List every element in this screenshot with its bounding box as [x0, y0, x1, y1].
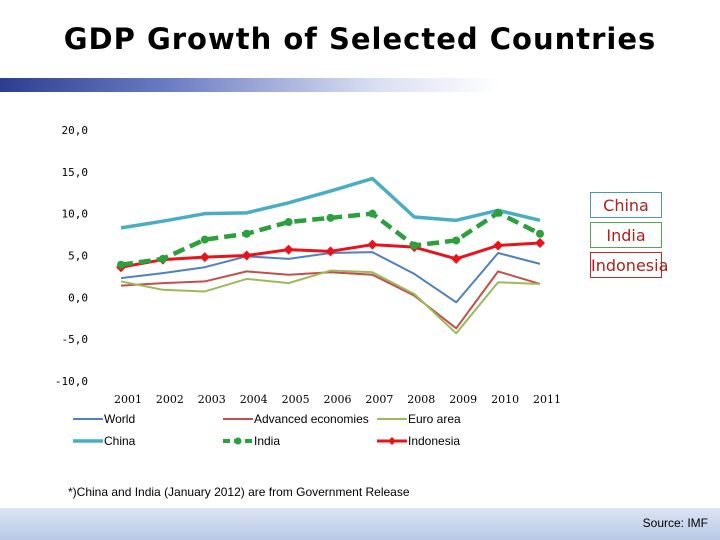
legend-item-india: India [223, 434, 280, 448]
data-point-indonesia [283, 244, 294, 255]
data-point-india [326, 213, 335, 222]
x-tick-label: 2010 [491, 393, 519, 406]
china-callout-label: China [590, 192, 662, 218]
footer-bar [0, 508, 720, 540]
x-tick-label: 2006 [324, 393, 352, 406]
chart-series [116, 176, 545, 335]
chart-axes: 20,0 15,0 10,0 5,0 0,0 -5,0 -10,0 2001 2002 2003 2… [55, 124, 561, 406]
data-point-indonesia [325, 246, 336, 257]
title-underline-bar [0, 78, 500, 92]
legend-label-indonesia: Indonesia [408, 434, 460, 448]
data-point-india [242, 229, 251, 238]
data-point-indonesia [451, 253, 462, 264]
data-point-india [284, 218, 293, 227]
x-tick-label: 2007 [365, 393, 393, 406]
data-point-india [410, 241, 419, 250]
data-point-indonesia [241, 250, 252, 261]
data-point-indonesia [493, 240, 504, 251]
data-point-indonesia [535, 237, 545, 248]
legend-marker-indonesia [388, 437, 396, 445]
series-indonesia [116, 237, 545, 273]
data-point-indonesia [199, 252, 210, 263]
y-tick-label: 5,0 [68, 250, 88, 263]
legend-item-world: World [73, 412, 135, 426]
data-point-india [536, 229, 544, 238]
series-line-advanced-economies [120, 270, 541, 330]
legend-label-india: India [254, 434, 280, 448]
data-point-india [452, 236, 461, 245]
chart-legend: World Advanced economies Euro area China Ind… [73, 412, 461, 448]
series-china [120, 176, 541, 230]
data-point-india [117, 260, 125, 269]
x-tick-label: 2004 [240, 393, 268, 406]
legend-marker-india [234, 437, 242, 445]
series-line-china [120, 176, 541, 230]
y-tick-label: 0,0 [68, 291, 88, 304]
data-point-india [368, 209, 377, 218]
data-point-indonesia [367, 239, 378, 250]
legend-item-advanced-economies: Advanced economies [223, 412, 369, 426]
x-tick-label: 2011 [533, 393, 561, 406]
page-title: GDP Growth of Selected Countries [63, 22, 657, 56]
data-point-india [158, 254, 167, 263]
x-tick-label: 2003 [198, 393, 226, 406]
legend-item-indonesia: Indonesia [377, 434, 460, 448]
chart-footnote: *)China and India (January 2012) are fro… [68, 485, 410, 499]
series-line-euro-area [120, 269, 541, 335]
y-tick-label: -10,0 [55, 375, 88, 388]
legend-label-china: China [104, 434, 136, 448]
legend-label-euro-area: Euro area [408, 412, 461, 426]
legend-label-advanced-economies: Advanced economies [254, 412, 369, 426]
y-tick-label: 15,0 [62, 166, 89, 179]
data-point-india [200, 235, 209, 244]
source-label: Source: IMF [642, 516, 708, 530]
x-tick-label: 2009 [449, 393, 477, 406]
series-india [117, 208, 544, 269]
x-tick-label: 2005 [282, 393, 310, 406]
legend-item-euro-area: Euro area [377, 412, 461, 426]
x-tick-label: 2002 [156, 393, 184, 406]
y-tick-label: -5,0 [62, 333, 89, 346]
legend-label-world: World [104, 412, 135, 426]
y-tick-label: 10,0 [62, 208, 89, 221]
x-tick-label: 2001 [114, 393, 142, 406]
indonesia-callout-label: Indonesia [590, 252, 668, 278]
y-tick-label: 20,0 [62, 124, 89, 137]
data-point-india [494, 208, 503, 217]
india-callout-label: India [590, 222, 662, 248]
legend-item-china: China [73, 434, 136, 448]
x-tick-label: 2008 [407, 393, 435, 406]
series-euro-area [120, 269, 541, 335]
series-advanced-economies [120, 270, 541, 330]
